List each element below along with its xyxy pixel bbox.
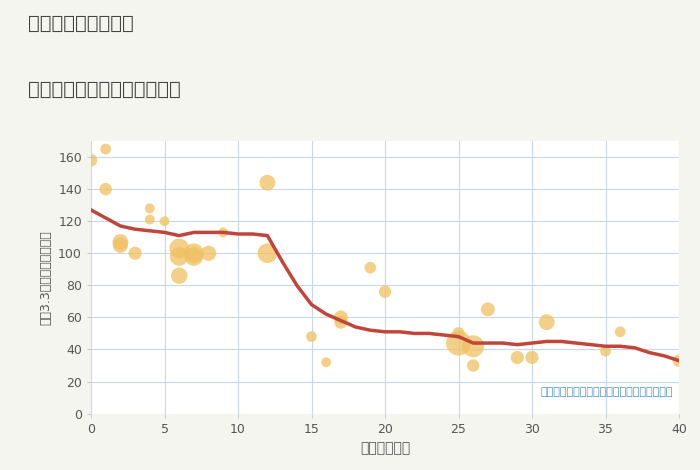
Point — [379, 288, 391, 296]
Point — [188, 250, 199, 257]
Point — [365, 264, 376, 272]
Point — [673, 357, 685, 364]
Point — [526, 354, 538, 361]
Point — [115, 238, 126, 246]
Point — [306, 333, 317, 340]
Text: 円の大きさは、取引のあった物件面積を示す: 円の大きさは、取引のあった物件面積を示す — [540, 387, 673, 397]
Point — [453, 339, 464, 347]
Point — [468, 343, 479, 350]
Point — [85, 157, 97, 164]
Point — [115, 242, 126, 249]
Point — [453, 329, 464, 337]
Point — [100, 145, 111, 153]
Point — [262, 250, 273, 257]
Point — [144, 204, 155, 212]
Point — [203, 250, 214, 257]
Point — [468, 362, 479, 369]
Point — [174, 245, 185, 252]
Point — [100, 185, 111, 193]
Point — [159, 218, 170, 225]
Point — [188, 253, 199, 260]
Point — [335, 313, 346, 321]
Point — [130, 250, 141, 257]
Point — [174, 253, 185, 260]
Point — [482, 306, 493, 313]
Point — [218, 228, 229, 236]
Point — [262, 179, 273, 187]
X-axis label: 築年数（年）: 築年数（年） — [360, 441, 410, 455]
Text: 築年数別中古マンション価格: 築年数別中古マンション価格 — [28, 80, 181, 99]
Y-axis label: 坪（3.3㎡）単価（万円）: 坪（3.3㎡）単価（万円） — [39, 230, 52, 325]
Point — [512, 354, 523, 361]
Point — [335, 319, 346, 326]
Point — [321, 359, 332, 366]
Point — [600, 347, 611, 355]
Point — [615, 328, 626, 336]
Text: 千葉県成田市稲荷山: 千葉県成田市稲荷山 — [28, 14, 134, 33]
Point — [541, 319, 552, 326]
Point — [174, 272, 185, 280]
Point — [144, 216, 155, 223]
